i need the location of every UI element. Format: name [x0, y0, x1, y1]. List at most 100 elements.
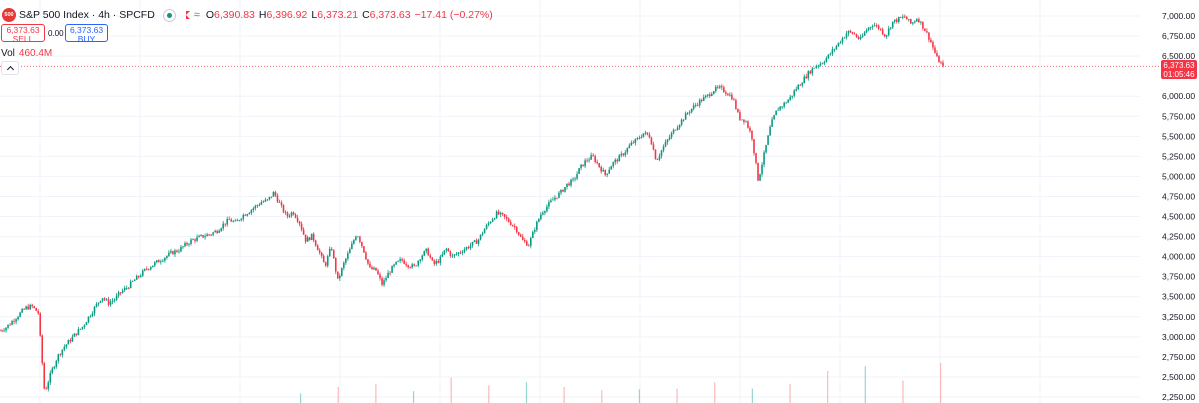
candle-body	[743, 119, 745, 122]
candle-body	[574, 178, 576, 180]
candle-body	[879, 28, 882, 30]
candle-body	[499, 212, 502, 215]
candle-body	[692, 105, 695, 109]
candle-body	[723, 87, 725, 93]
candle-body	[194, 239, 196, 241]
sell-price: 6,373.63	[6, 25, 40, 35]
candle-body	[240, 218, 243, 221]
candle-body	[845, 33, 848, 38]
candle-body	[688, 112, 691, 114]
candle-body	[906, 16, 908, 20]
sell-button[interactable]: 6,373.63 SELL	[1, 24, 45, 43]
compare-icon[interactable]: ≈	[193, 9, 200, 21]
candle-body	[865, 29, 868, 33]
ohlc-low: L6,373.21	[311, 9, 359, 21]
candle-body	[399, 259, 401, 261]
candle-body	[576, 173, 578, 179]
candle-body	[847, 30, 850, 34]
candle-body	[318, 250, 321, 253]
candle-body	[137, 275, 140, 277]
candle-body	[415, 265, 418, 267]
candle-body	[294, 214, 297, 218]
candle-body	[312, 233, 315, 241]
candle-body	[379, 274, 381, 279]
candle-body	[343, 262, 345, 269]
candle-body	[347, 253, 349, 259]
buy-label: BUY	[77, 33, 96, 44]
candle-body	[467, 247, 470, 249]
candle-body	[940, 62, 942, 64]
candle-body	[190, 239, 192, 245]
buy-price: 6,373.63	[69, 25, 104, 35]
buy-button[interactable]: 6,373.63 BUY	[65, 24, 108, 44]
candle-body	[57, 354, 60, 361]
candle-body	[505, 216, 508, 219]
candle-body	[534, 229, 536, 232]
candle-body	[53, 366, 56, 369]
candle-body	[101, 298, 104, 301]
candle-body	[51, 368, 54, 373]
candle-body	[523, 240, 526, 242]
candle-body	[781, 106, 783, 108]
candle-body	[226, 218, 229, 225]
candle-body	[759, 174, 761, 181]
volume-legend[interactable]: Vol 460.4M	[1, 48, 52, 59]
volume-bar	[676, 388, 678, 403]
candle-body	[216, 230, 218, 233]
collapse-legend-button[interactable]	[1, 61, 19, 75]
candle-body	[359, 236, 361, 242]
candle-body	[7, 324, 9, 328]
candle-body	[180, 246, 182, 252]
candle-body	[262, 201, 265, 203]
candle-body	[403, 260, 405, 264]
candle-body	[729, 94, 731, 96]
candle-body	[43, 363, 46, 389]
candle-body	[409, 267, 411, 268]
candle-body	[5, 327, 7, 331]
candle-body	[292, 212, 295, 215]
candle-body	[371, 267, 373, 270]
candle-body	[765, 144, 767, 153]
flag-icon[interactable]	[180, 11, 194, 19]
candle-body	[222, 223, 224, 229]
market-status-icon[interactable]	[162, 8, 176, 22]
candle-body	[31, 304, 33, 307]
candle-body	[419, 259, 422, 261]
candle-body	[11, 321, 13, 325]
candle-body	[525, 241, 528, 246]
candle-body	[310, 233, 313, 241]
candle-body	[779, 106, 781, 110]
volume-value: 460.4M	[18, 48, 53, 59]
candle-body	[69, 340, 72, 342]
candle-body	[899, 17, 902, 18]
candle-body	[413, 264, 415, 266]
candle-body	[107, 299, 110, 305]
spread-value: 0.00	[48, 29, 64, 38]
candle-body	[895, 19, 898, 22]
candle-body	[532, 231, 534, 239]
ohlc-close: C6,373.63	[362, 9, 411, 21]
price-axis[interactable]: 7,000.00 6,750.00 6,500.00 6,000.00 5,750.00…	[1162, 11, 1195, 402]
candle-body	[449, 251, 452, 256]
candle-body	[367, 259, 369, 264]
candle-body	[274, 192, 277, 196]
candle-body	[443, 250, 446, 255]
candle-body	[489, 221, 492, 224]
candle-body	[268, 196, 271, 200]
candle-body	[479, 234, 482, 240]
candle-body	[433, 260, 436, 264]
candle-body	[407, 265, 409, 268]
candle-body	[117, 292, 120, 296]
candle-body	[519, 234, 522, 237]
candle-body	[435, 261, 438, 264]
candle-body	[793, 90, 796, 96]
candle-body	[580, 164, 582, 169]
candle-body	[156, 260, 158, 263]
candle-body	[851, 32, 854, 34]
symbol-title[interactable]: S&P 500 Index · 4h · SPCFD	[19, 9, 155, 21]
candle-body	[447, 248, 450, 252]
candle-body	[270, 196, 273, 198]
chevron-up-icon	[6, 65, 14, 73]
candle-body	[922, 21, 924, 29]
